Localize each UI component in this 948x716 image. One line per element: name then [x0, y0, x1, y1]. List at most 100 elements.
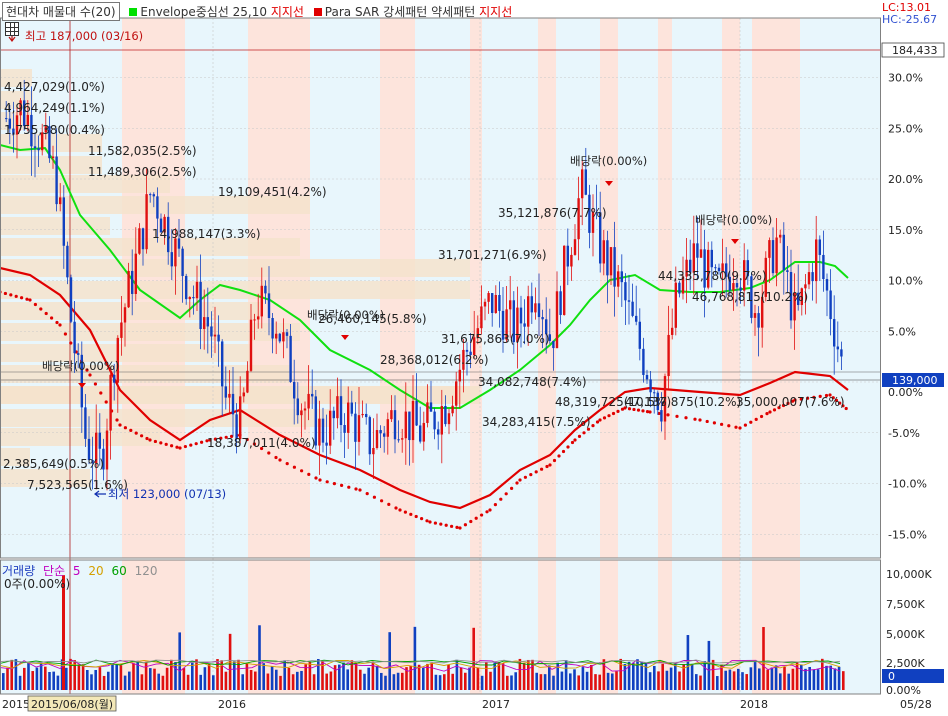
volume-bar [674, 664, 677, 690]
volume-bar [703, 661, 706, 690]
volume-bar [44, 666, 47, 690]
sar-dot [347, 485, 351, 489]
candle [462, 349, 465, 370]
time-label: 05/28 [900, 698, 932, 711]
volume-bar [182, 668, 186, 690]
volume-bar [724, 670, 727, 690]
sar-dot [200, 440, 204, 444]
candle [552, 340, 555, 349]
volume-profile-label: 26,460,145(5.8%) [318, 312, 427, 326]
volume-bar [136, 660, 139, 690]
sar-dot [545, 464, 549, 469]
sar-dot [194, 442, 198, 446]
volume-bar [115, 664, 118, 690]
candle [433, 411, 436, 430]
time-label: 2018 [740, 698, 768, 711]
candle [537, 303, 541, 318]
candle [91, 460, 94, 464]
volume-profile-label: 14,988,147(3.3%) [152, 227, 261, 241]
sar-dot [58, 323, 62, 327]
volume-ma-line [0, 659, 841, 670]
parabolic-sar [0, 266, 849, 530]
candle [811, 272, 814, 282]
candle [253, 319, 256, 321]
volume-bar [346, 669, 349, 690]
candle [386, 419, 389, 437]
top-price-box [881, 42, 945, 58]
candle [19, 100, 22, 116]
candle [59, 197, 62, 205]
sar-dot [485, 510, 489, 514]
candle [249, 319, 253, 371]
sar-dot [806, 396, 810, 400]
candle [195, 281, 199, 299]
sar-dot [828, 393, 832, 397]
candle [365, 413, 368, 418]
candle [116, 337, 119, 383]
candle [728, 276, 731, 291]
envelope-legend[interactable]: Envelope중심선 25,10 [140, 5, 268, 19]
volume-bar [363, 673, 366, 690]
sar-dot [768, 410, 772, 414]
candle [732, 283, 735, 291]
sar-dot [529, 473, 533, 477]
volume-bar [741, 672, 744, 690]
volume-bar [447, 664, 450, 690]
candle [51, 156, 55, 159]
candle [717, 267, 721, 272]
envelope-legend-icon [129, 8, 138, 16]
volume-bar [191, 662, 194, 690]
candle [678, 282, 681, 294]
sar-dot [712, 421, 717, 425]
candle [84, 407, 87, 439]
volume-bar [367, 667, 370, 690]
volume-profile-bar [0, 428, 160, 446]
time-label: 2015 [2, 698, 30, 711]
sar-dot [611, 411, 616, 416]
volume-bar [615, 671, 618, 690]
volume-bar [10, 659, 13, 690]
volume-bar [317, 659, 320, 690]
candle [109, 374, 112, 431]
volume-bar [212, 675, 215, 690]
volume-profile-label: 19,109,451(4.2%) [218, 185, 327, 199]
candle [696, 243, 699, 258]
volume-bar [73, 660, 76, 690]
candle [815, 239, 818, 282]
volume-profile-bar [0, 469, 90, 487]
sar-dot [598, 418, 602, 422]
volume-bar [422, 667, 425, 690]
volume-legend-title[interactable]: 거래량 [2, 564, 36, 578]
candle [419, 425, 422, 442]
candle [689, 259, 692, 273]
sar-dot [88, 373, 92, 377]
candle [408, 411, 411, 441]
sar-dot [245, 437, 249, 442]
sar-dot [760, 414, 764, 419]
volume-bar [65, 667, 68, 690]
volume-profile-bar [0, 259, 470, 277]
current-price-box [882, 373, 944, 387]
volume-bar [216, 659, 219, 690]
candle [210, 326, 213, 337]
low-label: 최저 123,000 (07/13) [108, 487, 226, 501]
volume-bar [602, 659, 606, 690]
candle [599, 212, 602, 264]
candle [667, 334, 670, 377]
volume-bar [501, 663, 505, 690]
sar-line [0, 266, 849, 510]
sar-dot [274, 455, 278, 460]
stock-title[interactable]: 현대차 매물대 수(20) [2, 2, 120, 21]
period-band [800, 18, 880, 558]
sar-dot [844, 406, 848, 411]
sar-dot [772, 408, 777, 412]
sar-legend[interactable]: Para SAR 강세패턴 [324, 5, 428, 19]
sar-dot [252, 442, 256, 446]
candle [278, 333, 281, 342]
volume-profile-bar [0, 134, 102, 152]
volume-bar [464, 672, 467, 690]
grid-toggle-icon[interactable] [5, 22, 19, 36]
candle [188, 297, 191, 300]
volume-bar [598, 674, 601, 690]
chart-header: 현대차 매물대 수(20) Envelope중심선 25,10 지지선 Para… [2, 2, 512, 21]
